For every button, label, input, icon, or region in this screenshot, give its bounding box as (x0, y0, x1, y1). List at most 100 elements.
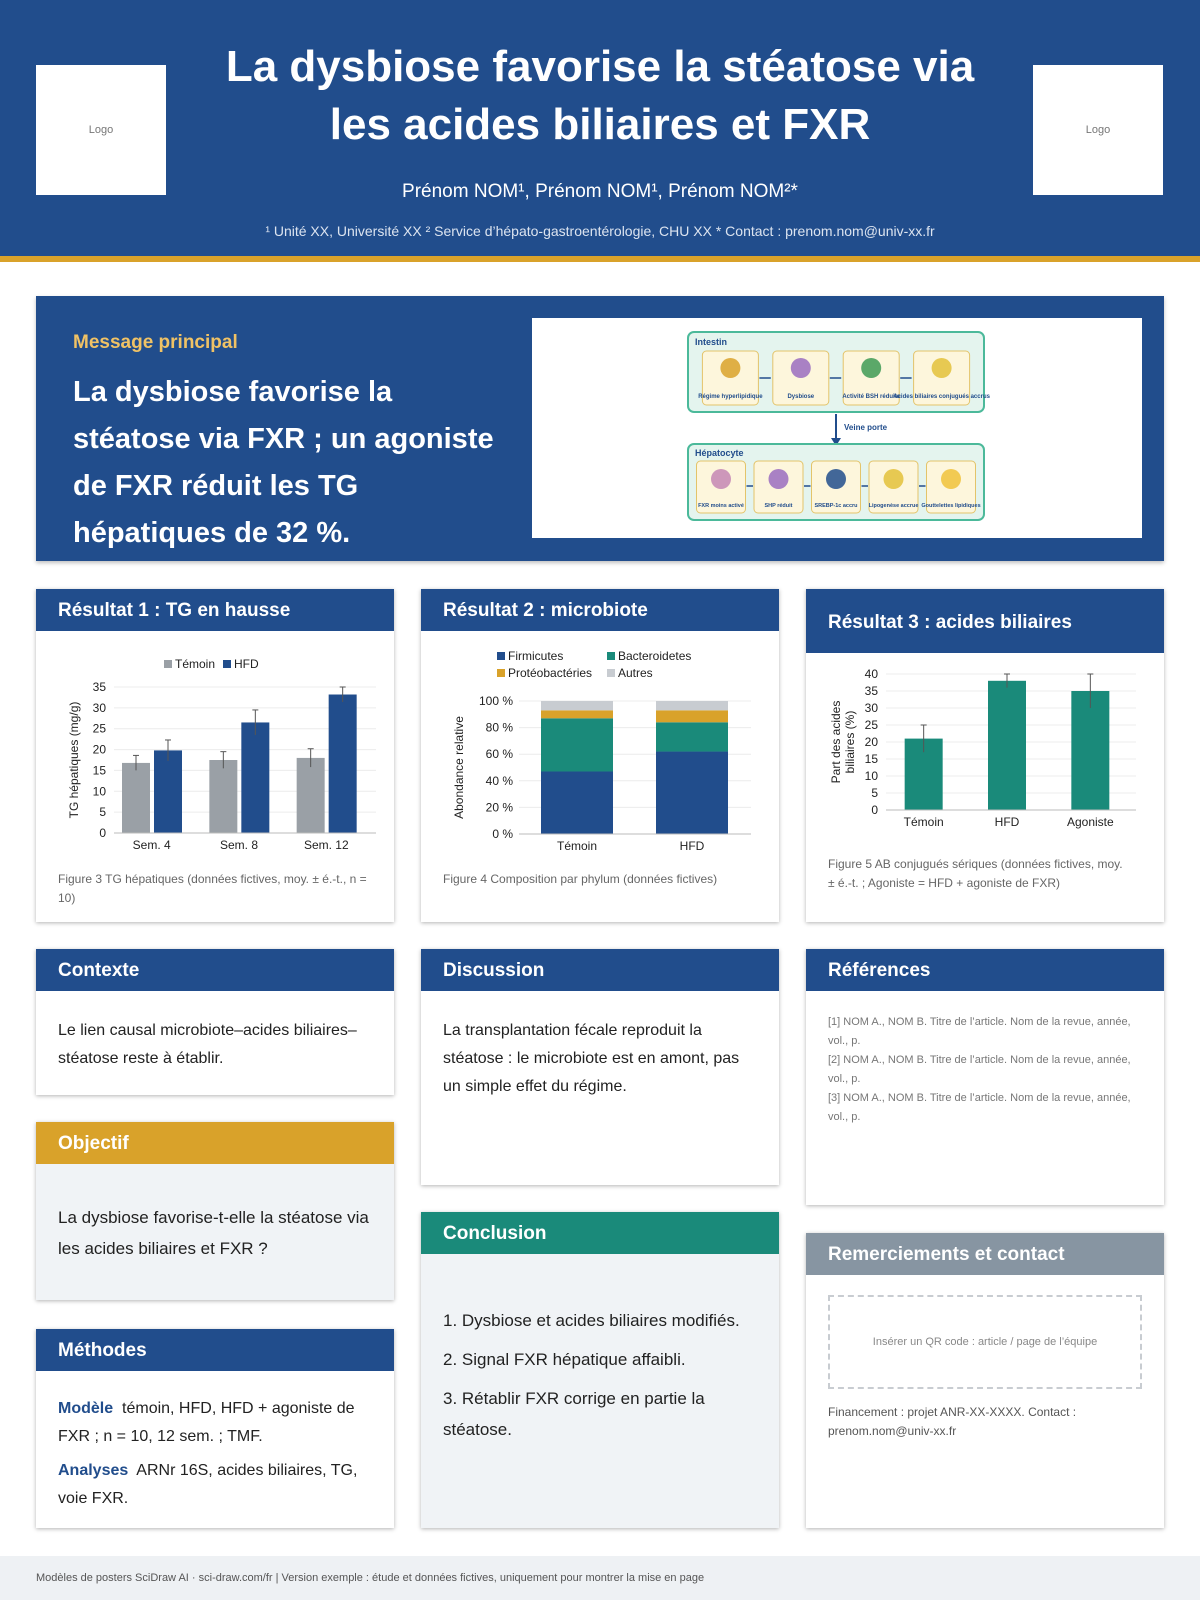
tg-chart: Témoin HFD 0 5 10 15 20 25 30 35 TG hépatiques (mg… (67, 657, 376, 852)
hepatocyte-step-label-2: SHP réduit (764, 503, 792, 509)
result-3-card: Résultat 3 : acides biliaires 0 5 10 15 20 25… (806, 589, 1164, 922)
intestin-box (687, 331, 985, 413)
y-tick-label: 30 (93, 701, 107, 715)
x-tick-label: HFD (995, 815, 1020, 829)
legend-swatch-Témoin (164, 660, 172, 668)
y-tick-label: 40 (865, 667, 879, 681)
funding-contact: Financement : projet ANR-XX-XXXX. Contac… (828, 1405, 1077, 1438)
hepatocyte-step-label-3: SREBP-1c accru (814, 503, 857, 509)
y-axis-label: Part des acidesbiliaires (%) (829, 701, 857, 784)
footer: Modèles de posters SciDraw AI · sci-draw… (0, 1556, 1200, 1600)
bar-Témoin-Sem. 4 (122, 762, 150, 833)
hepatocyte-step-3: SREBP-1c accru (811, 460, 861, 514)
references-heading: Références (806, 949, 1164, 991)
y-tick-label: 10 (93, 784, 107, 798)
portal-arrow-head (831, 438, 841, 446)
result-1-card: Résultat 1 : TG en hausse Témoin HFD 0 5 10 1… (36, 589, 394, 922)
objective-heading: Objectif (36, 1122, 394, 1164)
bar-Bacteroidetes-Témoin (541, 718, 613, 772)
context-card: Contexte Le lien causal microbiote–acide… (36, 949, 394, 1095)
bar-Protéobactéries-Témoin (541, 710, 613, 719)
legend-label-Autres: Autres (618, 666, 653, 680)
y-tick-label: 15 (93, 763, 107, 777)
intestin-label: Intestin (695, 337, 727, 347)
y-tick-label: 10 (865, 769, 879, 783)
acknowledgements-heading: Remerciements et contact (806, 1233, 1164, 1275)
bar-Bacteroidetes-HFD (656, 722, 728, 752)
portal-label: Veine porte (844, 423, 888, 432)
analyses-text: ARNr 16S, acides biliaires, TG, voie FXR… (58, 1462, 358, 1507)
mechanism-figure: Intestin Régime hyperlipidique Dysbiose Ac… (532, 318, 1142, 538)
reference-1: [1] NOM A., NOM B. Titre de l’article. N… (828, 1016, 1131, 1047)
y-tick-label: 15 (865, 752, 879, 766)
hepatocyte-step-1: FXR moins activé (696, 460, 746, 514)
hepatocyte-step-label-4: Lipogenèse accrue (869, 503, 919, 509)
y-tick-label: 30 (865, 701, 879, 715)
x-tick-label: Sem. 4 (133, 838, 171, 852)
result-2-heading: Résultat 2 : microbiote (421, 589, 779, 631)
hepatocyte-step-label-5: Gouttelettes lipidiques (921, 503, 980, 509)
y-tick-label: 25 (93, 722, 107, 736)
reference-2: [2] NOM A., NOM B. Titre de l’article. N… (828, 1054, 1131, 1085)
conclusion-item-2: 2. Signal FXR hépatique affaibli. (443, 1350, 686, 1369)
bar-HFD-Sem. 4 (154, 750, 182, 833)
methods-analyses: Analyses ARNr 16S, acides biliaires, TG,… (58, 1457, 372, 1513)
methods-card: Méthodes Modèle témoin, HFD, HFD + agoni… (36, 1329, 394, 1528)
bar-HFD (988, 680, 1026, 810)
y-tick-label: 100 % (479, 694, 513, 708)
hepatocyte-step-2: SHP réduit (753, 460, 804, 514)
hepatocyte-step-4: Lipogenèse accrue (868, 460, 919, 514)
y-tick-label: 5 (871, 786, 878, 800)
key-message-text: La dysbiose favorise la stéatose via FXR… (73, 376, 494, 549)
legend-swatch-Bacteroidetes (607, 652, 615, 660)
legend-swatch-Firmicutes (497, 652, 505, 660)
result-1-heading: Résultat 1 : TG en hausse (36, 589, 394, 631)
bar-Témoin-Sem. 8 (209, 760, 238, 833)
x-tick-label: Témoin (557, 839, 597, 853)
discussion-card: Discussion La transplantation fécale rep… (421, 949, 779, 1185)
y-tick-label: 25 (865, 718, 879, 732)
figure-3-caption: Figure 3 TG hépatiques (données fictives… (58, 872, 367, 905)
bar-Autres-Témoin (541, 701, 613, 711)
intestin-step-label-2: Dysbiose (787, 394, 814, 400)
logo-right: Logo (1033, 65, 1163, 195)
bar-Firmicutes-Témoin (541, 771, 613, 834)
methods-model: Modèle témoin, HFD, HFD + agoniste de FX… (58, 1395, 372, 1451)
intestin-step-2: Dysbiose (772, 350, 830, 406)
affiliations: ¹ Unité XX, Université XX ² Service d’hé… (265, 223, 935, 239)
acknowledgements-card: Remerciements et contact Insérer un QR c… (806, 1233, 1164, 1528)
intestin-step-3: Activité BSH réduite (842, 350, 901, 406)
key-message-kicker: Message principal (73, 332, 238, 353)
y-tick-label: 40 % (486, 774, 514, 788)
objective-text: La dysbiose favorise-t-elle la stéatose … (36, 1164, 394, 1300)
methods-heading: Méthodes (36, 1329, 394, 1371)
methods-body: Modèle témoin, HFD, HFD + agoniste de FX… (36, 1371, 394, 1513)
bar-Autres-HFD (656, 701, 728, 711)
intestin-step-label-3: Activité BSH réduite (842, 394, 900, 400)
y-tick-label: 0 (99, 826, 106, 840)
conclusion-card: Conclusion 1. Dysbiose et acides biliair… (421, 1212, 779, 1528)
title-line-1: La dysbiose favorise la stéatose via (225, 42, 975, 91)
discussion-heading: Discussion (421, 949, 779, 991)
y-tick-label: 5 (99, 805, 106, 819)
x-tick-label: Sem. 12 (304, 838, 349, 852)
y-tick-label: 20 (865, 735, 879, 749)
conclusion-heading: Conclusion (421, 1212, 779, 1254)
result-2-card: Résultat 2 : microbiote Firmicutes Bacter… (421, 589, 779, 922)
y-tick-label: 0 % (492, 827, 513, 841)
hepatocyte-step-label-1: FXR moins activé (698, 503, 744, 509)
poster-header: Logo La dysbiose favorise la stéatose vi… (0, 0, 1200, 262)
figure-5-caption: Figure 5 AB conjugués sériques (données … (828, 857, 1123, 890)
bar-Protéobactéries-HFD (656, 710, 728, 723)
legend-swatch-Protéobactéries (497, 669, 505, 677)
legend-label-HFD: HFD (234, 657, 259, 671)
x-tick-label: HFD (680, 839, 705, 853)
logo-left: Logo (36, 65, 166, 195)
figure-4-caption: Figure 4 Composition par phylum (données… (443, 872, 718, 886)
objective-card: Objectif La dysbiose favorise-t-elle la … (36, 1122, 394, 1300)
hepatocyte-step-5: Gouttelettes lipidiques (921, 460, 981, 514)
poster-title: La dysbiose favorise la stéatose via les… (200, 38, 1000, 154)
y-tick-label: 35 (93, 680, 107, 694)
bar-HFD-Sem. 12 (328, 694, 357, 833)
conclusion-list: 1. Dysbiose et acides biliaires modifiés… (421, 1254, 779, 1528)
